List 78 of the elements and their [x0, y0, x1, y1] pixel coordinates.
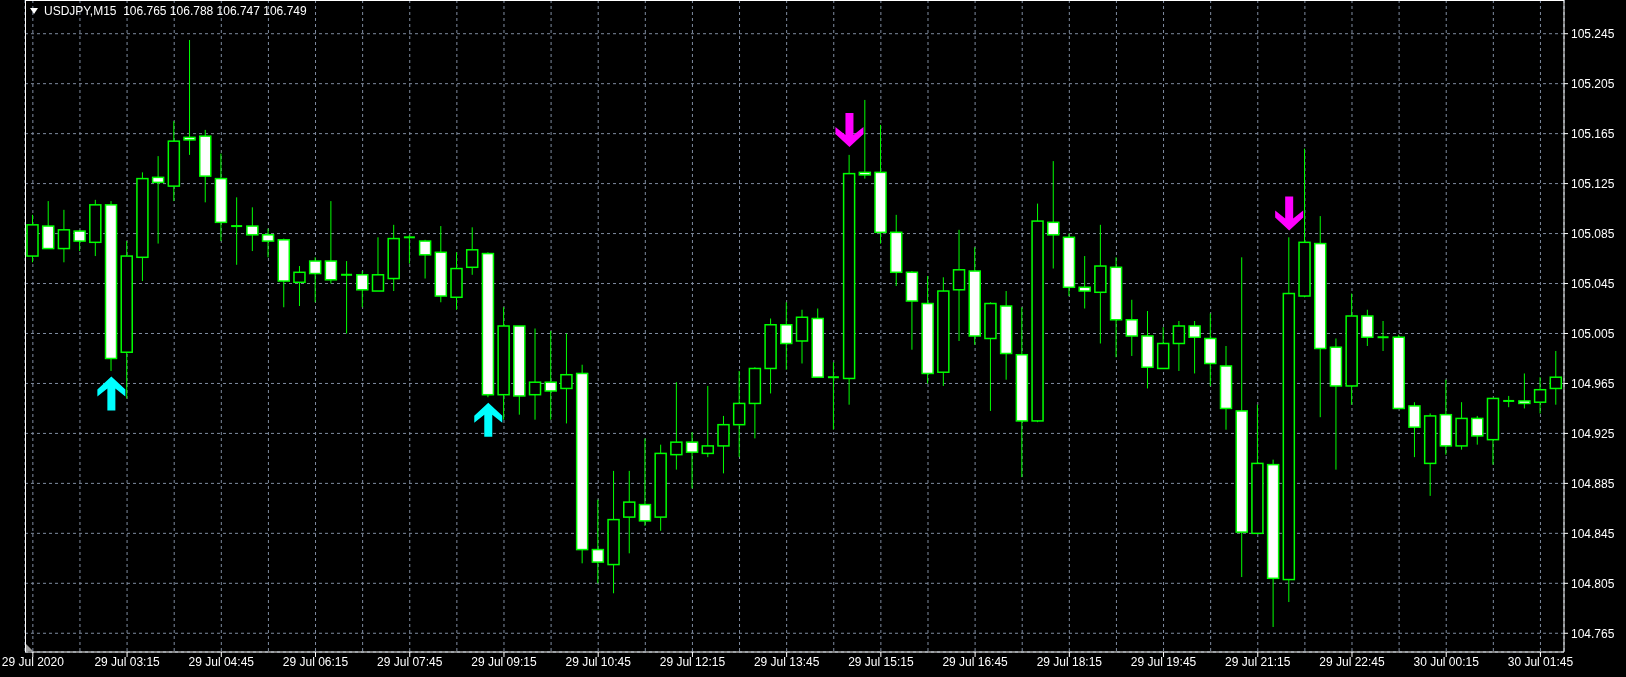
candlestick — [560, 332, 573, 424]
candlestick — [371, 236, 385, 292]
x-tick-label: 29 Jul 06:15 — [282, 654, 349, 669]
candlestick — [340, 260, 354, 334]
x-tick-label: 29 Jul 09:15 — [471, 654, 537, 669]
candlestick — [465, 226, 479, 276]
candlestick — [685, 431, 699, 489]
candlestick — [293, 265, 306, 307]
candlestick — [1188, 320, 1201, 374]
candlestick — [638, 437, 652, 527]
candlestick — [591, 499, 605, 584]
x-tick-label: 29 Jul 07:45 — [377, 654, 443, 669]
candlestick — [780, 301, 793, 371]
candlestick — [544, 330, 557, 421]
candlestick — [701, 385, 715, 458]
candlestick — [952, 229, 966, 342]
candlestick — [795, 309, 809, 364]
candlestick — [57, 209, 71, 263]
point — [1275, 196, 1304, 231]
y-tick-label: 104.965 — [1571, 376, 1615, 391]
x-tick-label: 30 Jul 00:15 — [1413, 654, 1480, 669]
candlestick — [324, 200, 338, 285]
y-tick-label: 104.845 — [1571, 526, 1615, 541]
y-tick-label: 105.085 — [1571, 226, 1615, 241]
candlestick — [717, 415, 730, 474]
candlestick — [308, 256, 322, 303]
candlestick — [732, 370, 746, 458]
candlestick — [1125, 299, 1139, 357]
point — [474, 402, 503, 437]
candlestick — [402, 234, 416, 265]
y-tick-label: 105.205 — [1571, 76, 1615, 91]
chart-title: USDJPY,M15 106.765 106.788 106.747 106.749 — [44, 4, 307, 18]
x-tick-label: 29 Jul 04:45 — [188, 654, 255, 669]
candlestick — [418, 239, 432, 280]
candlestick — [151, 155, 165, 245]
candlestick — [1471, 415, 1484, 446]
x-tick-label: 29 Jul 21:15 — [1225, 654, 1291, 669]
x-tick-label: 29 Jul 03:15 — [94, 654, 161, 669]
x-tick-label: 29 Jul 16:45 — [942, 654, 1009, 669]
candlestick — [356, 270, 369, 308]
candlestick — [1533, 376, 1547, 414]
candlestick — [230, 196, 244, 266]
candlestick — [826, 361, 840, 431]
candlestick — [41, 200, 55, 250]
point — [835, 112, 864, 147]
y-tick-label: 105.165 — [1571, 126, 1615, 141]
y-tick-label: 104.885 — [1571, 476, 1615, 491]
candlestick — [246, 206, 259, 252]
y-tick-label: 104.805 — [1571, 576, 1615, 591]
y-tick-label: 105.005 — [1571, 326, 1615, 341]
candlestick — [1361, 309, 1374, 347]
candlestick — [1408, 401, 1421, 458]
x-tick-label: 29 Jul 12:15 — [659, 654, 726, 669]
y-tick-label: 104.925 — [1571, 426, 1615, 441]
candlestick — [1518, 372, 1531, 409]
x-tick-label: 29 Jul 22:45 — [1319, 654, 1386, 669]
x-tick-label: 29 Jul 10:45 — [565, 654, 632, 669]
candlestick — [183, 39, 196, 156]
x-tick-label: 29 Jul 19:45 — [1130, 654, 1197, 669]
y-tick-label: 105.045 — [1571, 276, 1615, 291]
point — [97, 376, 126, 411]
y-tick-label: 105.125 — [1571, 176, 1615, 191]
x-tick-label: 29 Jul 2020 — [1, 654, 65, 669]
candlestick — [858, 99, 872, 180]
candlestick — [261, 228, 275, 258]
candlestick — [1376, 320, 1390, 352]
y-tick-label: 105.245 — [1571, 26, 1615, 41]
y-tick-label: 104.765 — [1571, 626, 1615, 641]
x-tick-label: 29 Jul 15:15 — [848, 654, 914, 669]
x-tick-label: 29 Jul 18:15 — [1036, 654, 1103, 669]
x-tick-label: 29 Jul 13:45 — [753, 654, 820, 669]
candlestick — [528, 328, 542, 421]
candlestick — [1172, 320, 1186, 372]
candlestick — [1047, 160, 1060, 270]
candlestick — [670, 381, 683, 471]
candlestick — [1078, 255, 1091, 310]
x-tick-label: 30 Jul 01:45 — [1507, 654, 1574, 669]
candlestick — [623, 470, 636, 554]
